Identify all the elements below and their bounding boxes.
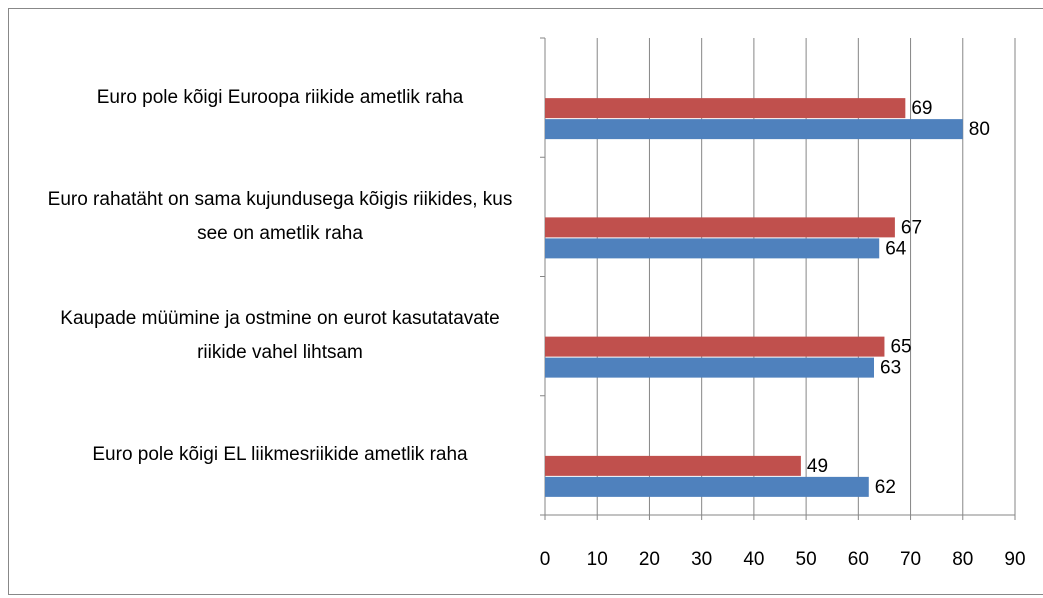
- x-tick-label: 60: [848, 549, 869, 570]
- data-label: 65: [890, 337, 911, 358]
- y-tick-label: Euro rahatäht on sama kujundusega kõigis…: [47, 188, 513, 244]
- y-tick-label: Kaupade müümine ja ostmine on eurot kasu…: [60, 308, 500, 364]
- bar: [545, 455, 801, 476]
- data-label: 62: [875, 477, 896, 498]
- x-tick-label: 90: [1004, 549, 1025, 570]
- y-tick-label: Euro pole kõigi EL liikmesriikide ametli…: [92, 444, 468, 466]
- data-label: 49: [807, 456, 828, 477]
- data-label: 69: [911, 98, 932, 119]
- data-label: 63: [880, 358, 901, 379]
- x-tick-label: 10: [587, 549, 608, 570]
- x-tick-label: 40: [743, 549, 764, 570]
- bar: [545, 336, 885, 357]
- bar: [545, 217, 895, 238]
- bar: [545, 357, 874, 378]
- x-tick-label: 80: [952, 549, 973, 570]
- frame: [8, 8, 1043, 595]
- bar: [545, 476, 869, 497]
- x-tick-label: 0: [540, 549, 551, 570]
- x-tick-label: 20: [639, 549, 660, 570]
- bar: [545, 98, 906, 119]
- bar: [545, 238, 880, 259]
- x-tick-label: 30: [691, 549, 712, 570]
- data-label: 80: [969, 119, 990, 140]
- x-tick-label: 70: [900, 549, 921, 570]
- bar: [545, 119, 963, 140]
- x-tick-label: 50: [796, 549, 817, 570]
- data-label: 64: [885, 238, 907, 259]
- data-label: 67: [901, 217, 922, 238]
- y-tick-label: Euro pole kõigi Euroopa riikide ametlik …: [96, 86, 464, 108]
